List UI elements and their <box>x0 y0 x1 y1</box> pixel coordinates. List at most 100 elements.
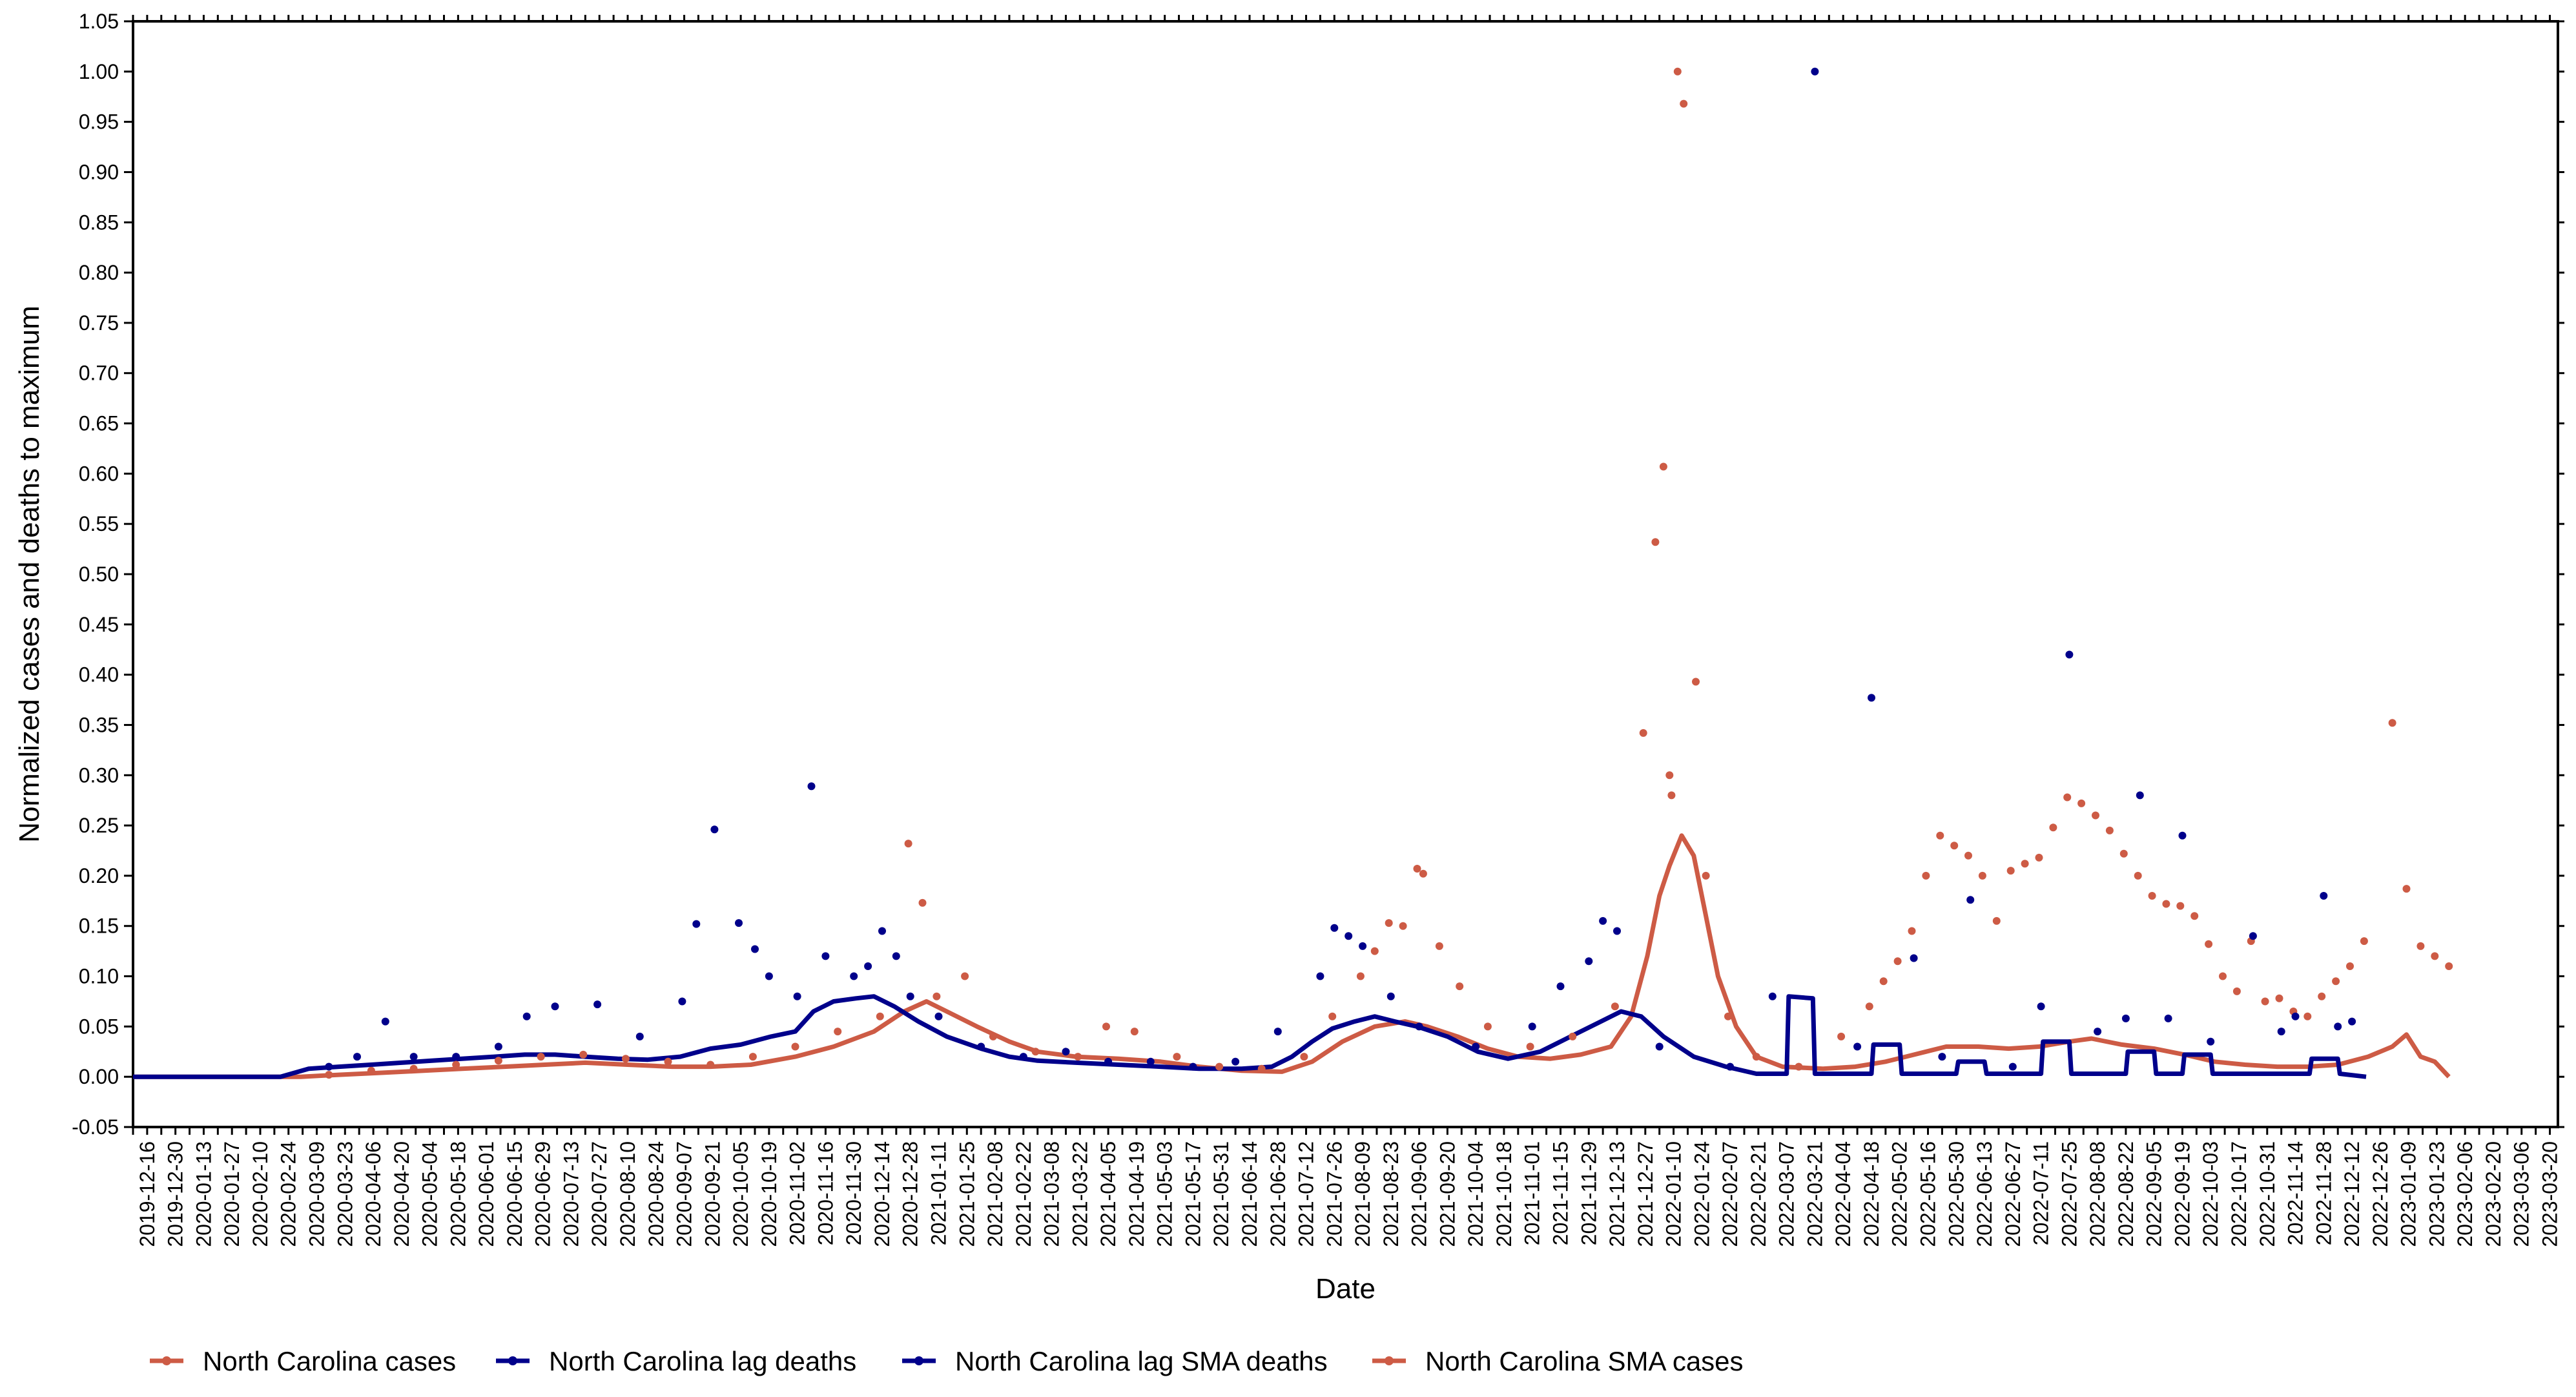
data-point <box>2164 1014 2172 1022</box>
y-tick-label: 0.80 <box>79 261 119 284</box>
x-tick-label: 2020-02-10 <box>249 1141 272 1247</box>
x-tick-label: 2022-10-03 <box>2199 1141 2222 1247</box>
data-point <box>2303 1012 2312 1020</box>
data-point <box>2077 799 2086 807</box>
legend-label: North Carolina lag deaths <box>549 1346 856 1376</box>
data-point <box>2162 900 2170 908</box>
data-point <box>452 1053 460 1061</box>
data-point <box>2402 885 2411 893</box>
x-tick-label: 2023-03-06 <box>2510 1141 2533 1247</box>
data-point <box>1102 1022 1110 1031</box>
data-point <box>1472 1042 1480 1051</box>
series-line <box>133 833 2451 1079</box>
y-tick-label: 0.95 <box>79 110 119 134</box>
x-tick-label: 2022-01-10 <box>1662 1141 1685 1247</box>
data-point <box>1556 982 1565 991</box>
data-point <box>2134 871 2142 880</box>
x-axis-title: Date <box>1315 1273 1376 1305</box>
data-point <box>1639 729 1647 737</box>
x-tick-label: 2022-09-19 <box>2170 1141 2194 1247</box>
data-point <box>2445 962 2453 970</box>
data-point <box>1569 1032 1577 1040</box>
data-point <box>1680 99 1688 108</box>
x-tick-label: 2022-05-02 <box>1888 1141 1911 1247</box>
data-point <box>2320 892 2328 900</box>
x-tick-label: 2023-01-09 <box>2397 1141 2420 1247</box>
x-tick-label: 2020-08-24 <box>644 1141 668 1247</box>
x-tick-label: 2021-12-13 <box>1605 1141 1629 1247</box>
x-tick-label: 2020-04-20 <box>390 1141 413 1247</box>
x-tick-label: 2021-06-14 <box>1238 1141 1261 1247</box>
data-point <box>1146 1057 1155 1066</box>
data-point <box>353 1053 361 1061</box>
data-point <box>2277 1028 2285 1036</box>
legend-item-north-carolina-lag-deaths: North Carolina lag deaths <box>496 1346 856 1376</box>
x-tick-label: 2022-05-16 <box>1917 1141 1940 1247</box>
data-point <box>1385 919 1393 927</box>
data-point <box>735 919 743 927</box>
y-tick-label: 0.40 <box>79 663 119 687</box>
data-point <box>1483 1022 1492 1031</box>
x-tick-label: 2021-08-23 <box>1379 1141 1403 1247</box>
y-tick-label: 0.55 <box>79 512 119 535</box>
y-tick-label: 0.45 <box>79 613 119 636</box>
data-point <box>1893 957 1902 966</box>
data-point <box>2416 942 2425 950</box>
data-point <box>1386 992 1395 1000</box>
x-tick-label: 2023-02-20 <box>2482 1141 2505 1247</box>
data-point <box>635 1032 644 1040</box>
y-tick-label: 0.20 <box>79 864 119 887</box>
data-point <box>593 1000 602 1009</box>
data-point <box>579 1050 588 1059</box>
data-point <box>2121 1014 2130 1022</box>
x-tick-label: 2021-10-04 <box>1464 1141 1487 1247</box>
data-point <box>1811 67 1819 76</box>
series-north-carolina-lag-deaths <box>325 67 2356 1071</box>
data-point <box>494 1042 502 1051</box>
legend-item-north-carolina-cases: North Carolina cases <box>150 1346 456 1376</box>
x-tick-label: 2020-03-09 <box>305 1141 329 1247</box>
data-point <box>1865 1002 1873 1011</box>
data-point <box>1655 1042 1664 1051</box>
data-point <box>793 992 801 1000</box>
x-tick-label: 2023-03-20 <box>2538 1141 2561 1247</box>
x-tick-label: 2021-02-22 <box>1012 1141 1035 1247</box>
data-point <box>1938 1053 1946 1061</box>
x-tick-label: 2020-11-16 <box>814 1141 837 1245</box>
data-point <box>2318 992 2326 1000</box>
data-point <box>933 992 941 1000</box>
data-point <box>1752 1053 1760 1061</box>
data-point <box>1370 947 1379 955</box>
data-point <box>1978 871 1986 880</box>
data-point <box>1611 1002 1619 1011</box>
x-tick-label: 2022-07-25 <box>2057 1141 2081 1247</box>
data-point <box>1328 1012 1337 1020</box>
data-point <box>1651 538 1660 546</box>
x-tick-label: 2022-06-13 <box>1973 1141 1996 1247</box>
x-tick-label: 2020-02-24 <box>277 1141 300 1247</box>
data-point <box>1019 1053 1027 1061</box>
x-tick-label: 2021-04-05 <box>1097 1141 1120 1247</box>
x-tick-label: 2021-01-11 <box>927 1141 950 1245</box>
data-point <box>1359 942 1367 950</box>
data-point <box>621 1055 630 1063</box>
x-tick-label: 2020-11-02 <box>786 1141 809 1245</box>
data-point <box>1692 678 1700 686</box>
data-point <box>2275 994 2283 1002</box>
data-point <box>2334 1022 2342 1031</box>
data-point <box>1231 1057 1240 1066</box>
data-point <box>2219 972 2227 980</box>
x-tick-label: 2020-05-18 <box>446 1141 469 1247</box>
data-point <box>2006 867 2015 875</box>
x-tick-label: 2020-05-04 <box>418 1141 442 1247</box>
data-point <box>918 898 927 907</box>
series-layer <box>133 67 2453 1079</box>
x-tick-label: 2022-10-17 <box>2227 1141 2251 1247</box>
data-point <box>367 1066 375 1075</box>
data-point <box>2008 1062 2017 1071</box>
data-point <box>878 927 886 935</box>
data-point <box>1413 865 1421 873</box>
data-point <box>751 945 759 953</box>
data-point <box>748 1053 757 1061</box>
legend-item-north-carolina-sma-cases: North Carolina SMA cases <box>1372 1346 1744 1376</box>
